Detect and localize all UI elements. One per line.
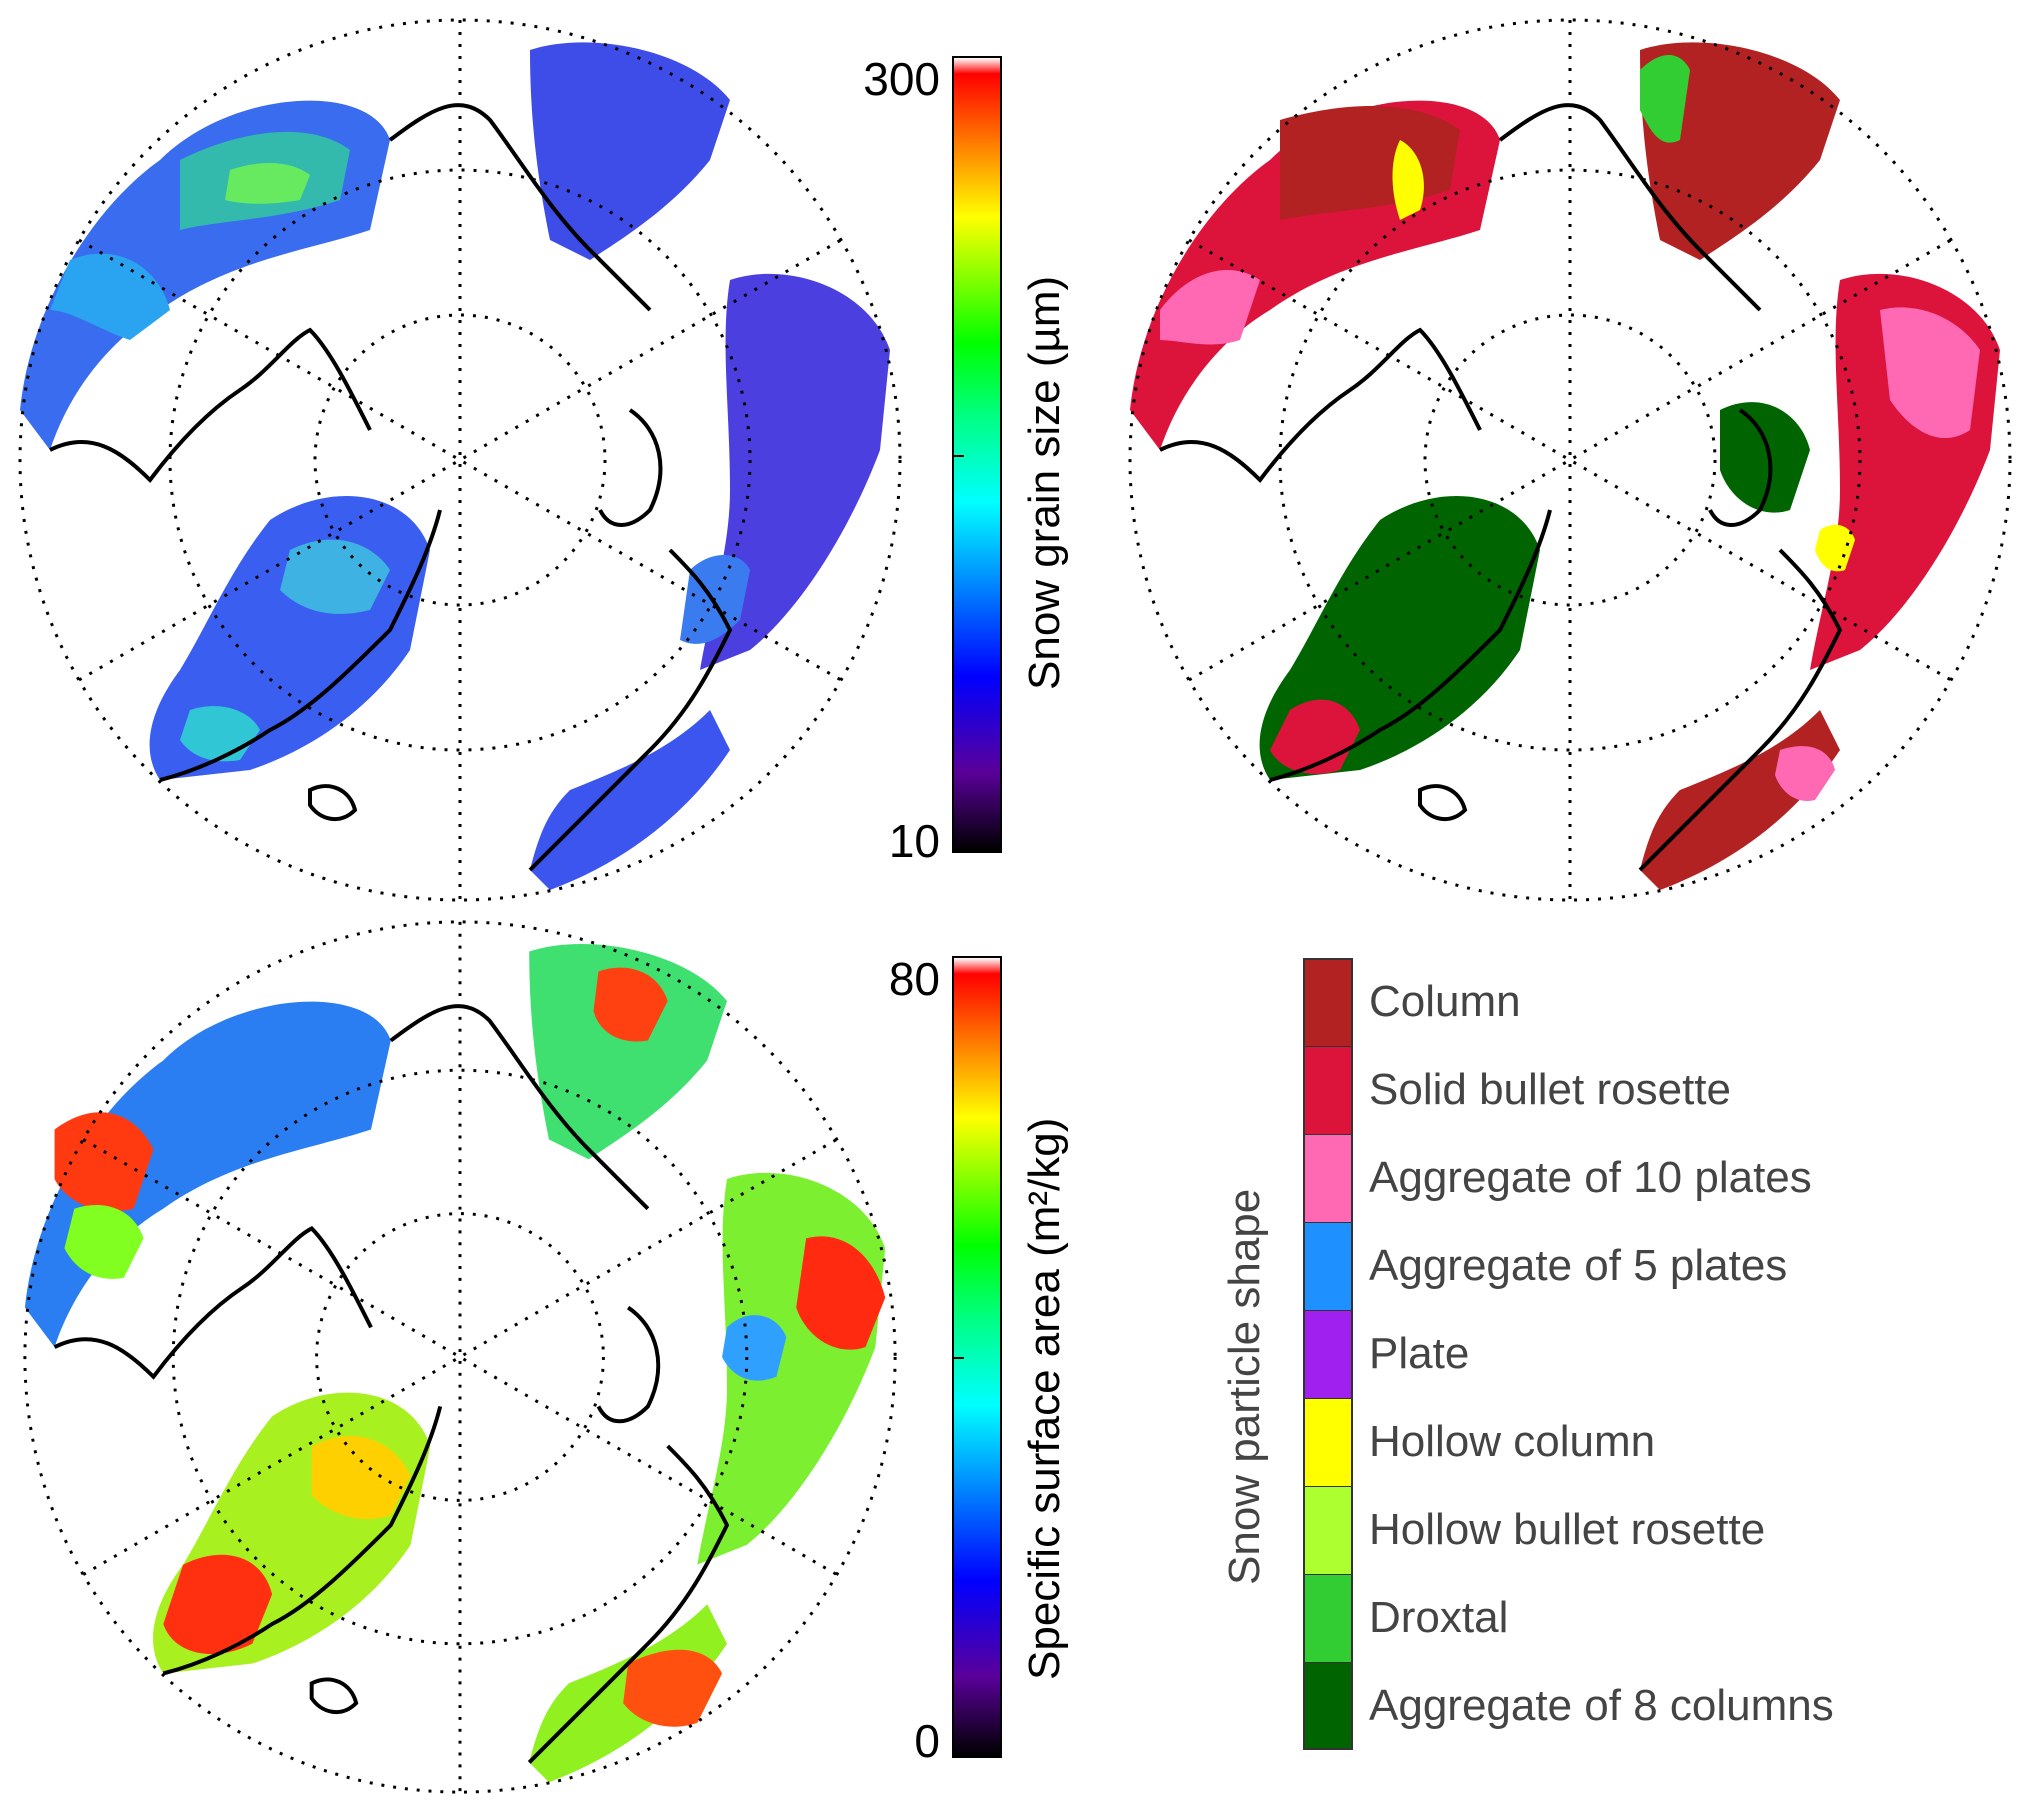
legend-swatch bbox=[1303, 1222, 1353, 1310]
particle-shape-coastlines bbox=[1159, 103, 1843, 872]
ssa-coastlines bbox=[53, 1004, 730, 1764]
grain-size-map bbox=[18, 18, 902, 902]
legend-item-label: Aggregate of 5 plates bbox=[1369, 1241, 1788, 1290]
legend-item-label: Aggregate of 8 columns bbox=[1369, 1681, 1834, 1730]
ssa-data bbox=[24, 943, 886, 1783]
particle-shape-panel bbox=[1110, 0, 2012, 902]
legend-item-label: Solid bullet rosette bbox=[1369, 1065, 1731, 1114]
grain-size-data bbox=[20, 42, 890, 890]
particle-shape-data bbox=[1130, 42, 2000, 890]
ssa-map bbox=[23, 920, 897, 1794]
grain-size-colorbar-min-label: 10 bbox=[888, 815, 940, 867]
ssa-graticule bbox=[23, 920, 897, 1794]
grain-size-panel: 300 10 bbox=[0, 0, 1010, 902]
particle-shape-graticule bbox=[1128, 18, 2012, 902]
legend-item-label: Droxtal bbox=[1369, 1593, 1509, 1642]
grain-size-colorbar-label: Snow grain size (µm) bbox=[1020, 275, 1069, 690]
ssa-colorbar-tick-mid bbox=[954, 1357, 964, 1359]
ssa-panel: 80 0 bbox=[0, 910, 1010, 1810]
legend-swatch bbox=[1303, 958, 1353, 1046]
grain-size-colorbar-tick-mid bbox=[954, 455, 964, 457]
legend-swatch bbox=[1303, 1046, 1353, 1134]
legend-swatch bbox=[1303, 1662, 1353, 1750]
ssa-colorbar-max-label: 80 bbox=[888, 953, 940, 1005]
legend-swatch bbox=[1303, 1574, 1353, 1662]
grain-size-colorbar-max-label: 300 bbox=[863, 53, 940, 105]
legend-swatch bbox=[1303, 1134, 1353, 1222]
legend-frame bbox=[1303, 958, 1353, 1750]
ssa-colorbar-min-label: 0 bbox=[914, 1715, 940, 1767]
ssa-colorbar-label: Specific surface area (m²/kg) bbox=[1020, 1117, 1069, 1680]
legend-swatch bbox=[1303, 1398, 1353, 1486]
grain-size-graticule bbox=[18, 18, 902, 902]
legend-swatch bbox=[1303, 1486, 1353, 1574]
grain-size-colorbar bbox=[952, 56, 1002, 853]
legend-item-label: Aggregate of 10 plates bbox=[1369, 1153, 1812, 1202]
legend-item-label: Column bbox=[1369, 977, 1521, 1026]
particle-shape-map bbox=[1128, 18, 2012, 902]
particle-shape-legend: Column Solid bullet rosette Aggregate of 1… bbox=[1303, 958, 1923, 1758]
legend-item-label: Hollow bullet rosette bbox=[1369, 1505, 1766, 1554]
grain-size-coastlines bbox=[49, 103, 733, 872]
legend-title: Snow particle shape bbox=[1220, 1188, 1269, 1585]
legend-item-label: Plate bbox=[1369, 1329, 1470, 1378]
legend-item-label: Hollow column bbox=[1369, 1417, 1656, 1466]
legend-swatch bbox=[1303, 1310, 1353, 1398]
